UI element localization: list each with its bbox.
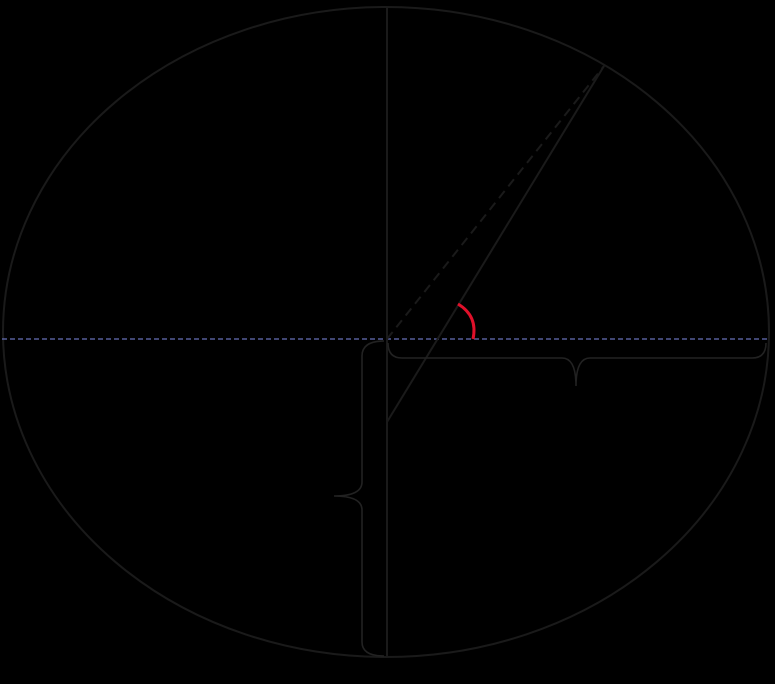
semi-minor-axis-brace — [333, 340, 385, 657]
latitude-angle-arc — [457, 302, 476, 340]
semi-major-axis-brace — [387, 342, 767, 387]
surface-normal-line — [386, 65, 605, 423]
geocentric-radius-line — [386, 65, 605, 340]
